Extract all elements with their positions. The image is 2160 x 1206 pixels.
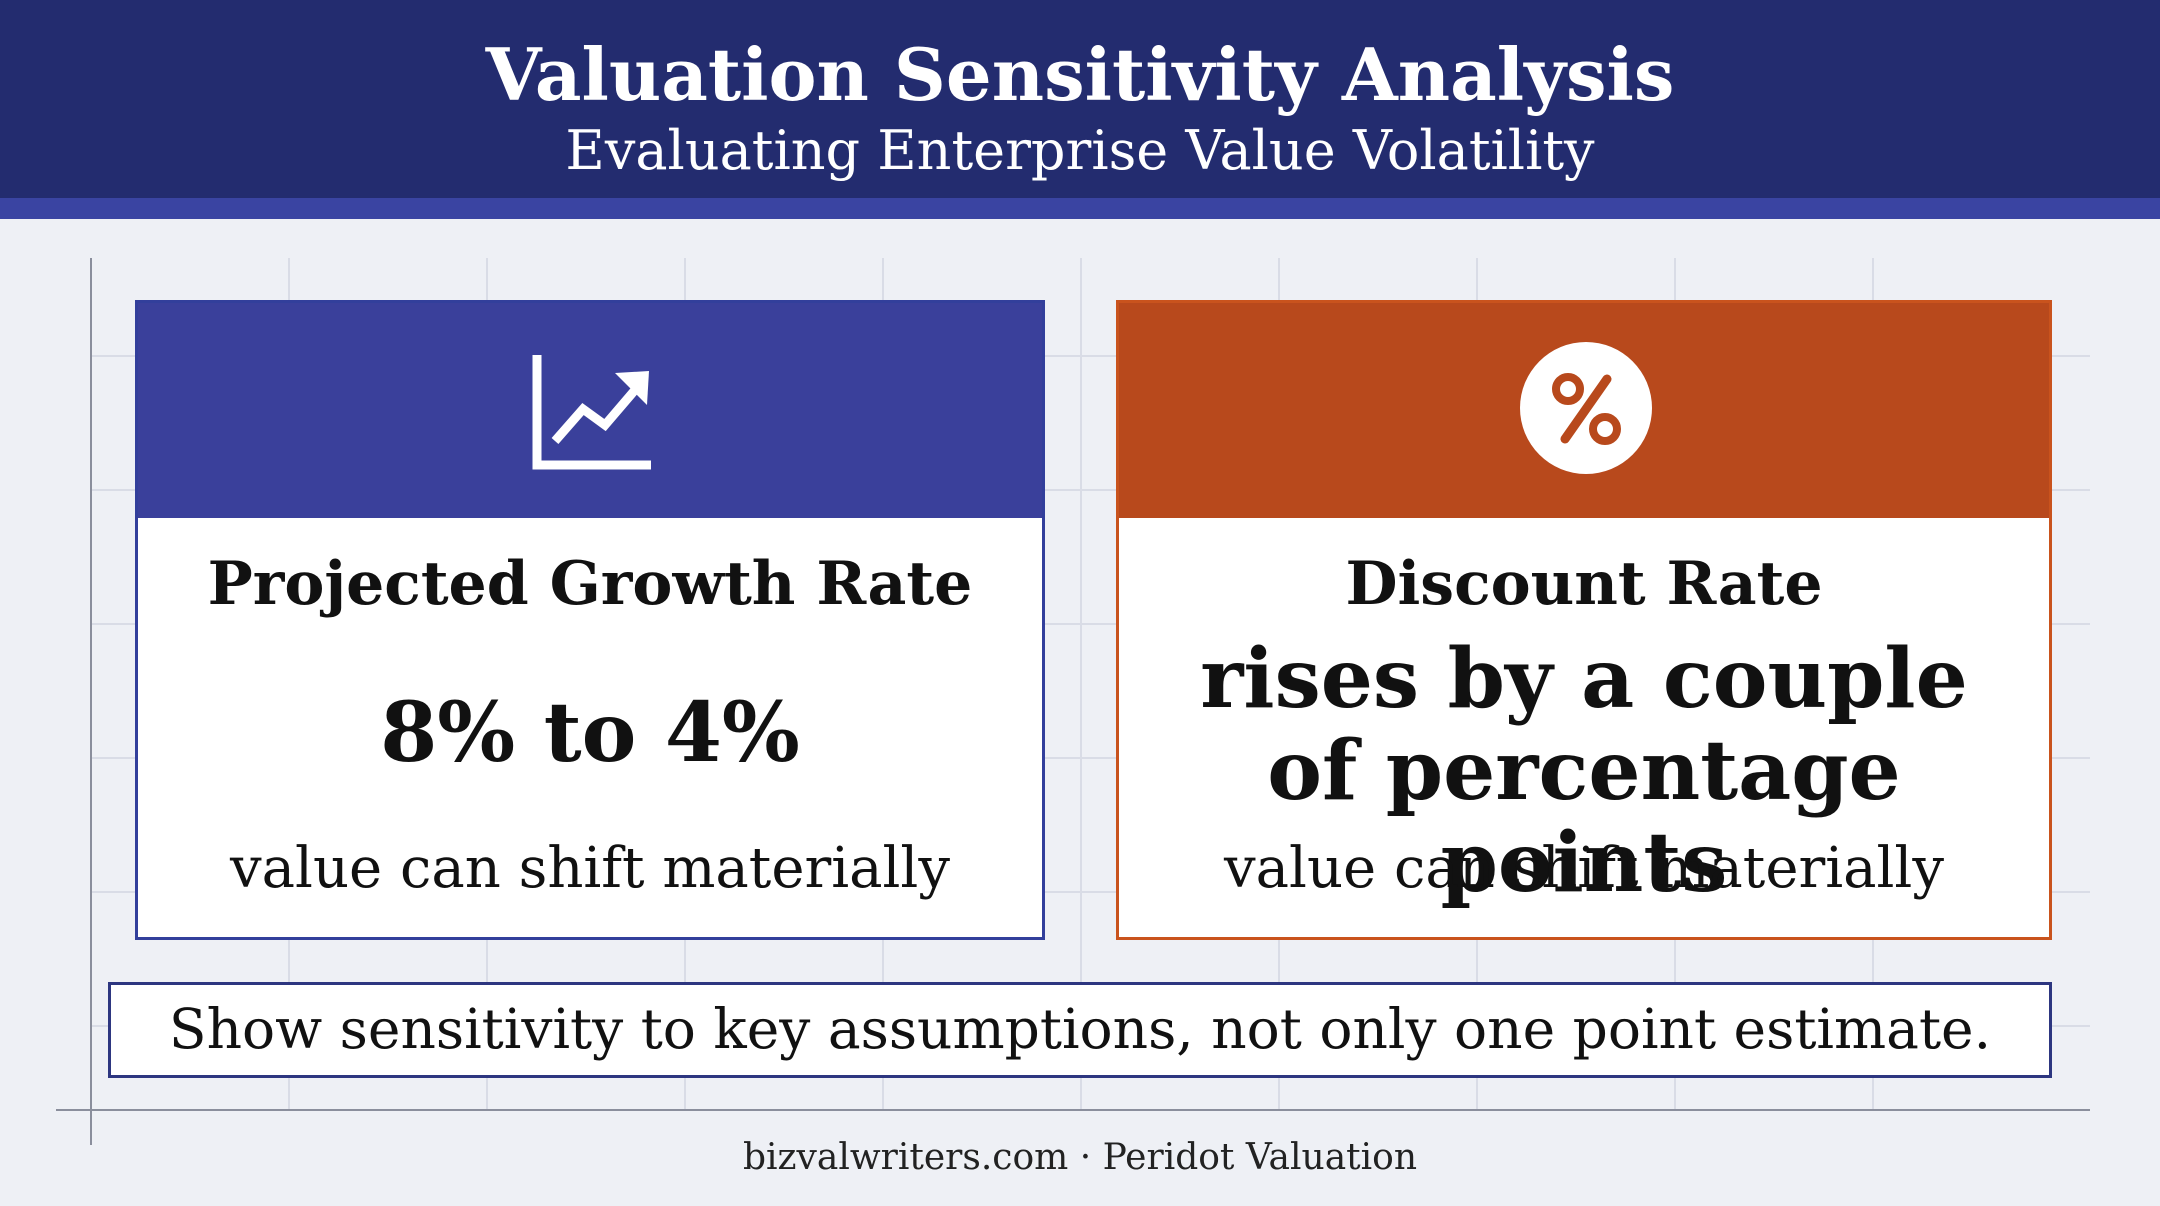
header-banner: Valuation Sensitivity Analysis Evaluatin…: [0, 0, 2160, 198]
line-chart-up-icon: [532, 355, 651, 470]
growth-rate-card-header: [138, 303, 1042, 518]
page-subtitle: Evaluating Enterprise Value Volatility: [565, 119, 1595, 182]
growth-rate-card: Projected Growth Rate 8% to 4% value can…: [135, 300, 1045, 940]
growth-rate-heading: Projected Growth Rate: [207, 549, 973, 619]
page-title: Valuation Sensitivity Analysis: [485, 32, 1675, 117]
growth-rate-note: value can shift materially: [230, 836, 950, 901]
header-stripe: [0, 198, 2160, 219]
discount-rate-note: value can shift materially: [1224, 836, 1944, 901]
discount-rate-card: Discount Rate rises by a couple of perce…: [1116, 300, 2052, 940]
discount-rate-heading: Discount Rate: [1345, 549, 1823, 619]
footer-credit: bizvalwriters.com · Peridot Valuation: [743, 1137, 1417, 1178]
percent-circle-icon: [1520, 342, 1652, 474]
discount-rate-figure: rises by a couple of percentage points: [1200, 631, 1968, 911]
growth-rate-figure: 8% to 4%: [380, 685, 800, 781]
key-takeaway-callout: Show sensitivity to key assumptions, not…: [108, 982, 2052, 1078]
discount-rate-card-header: [1119, 303, 2049, 518]
